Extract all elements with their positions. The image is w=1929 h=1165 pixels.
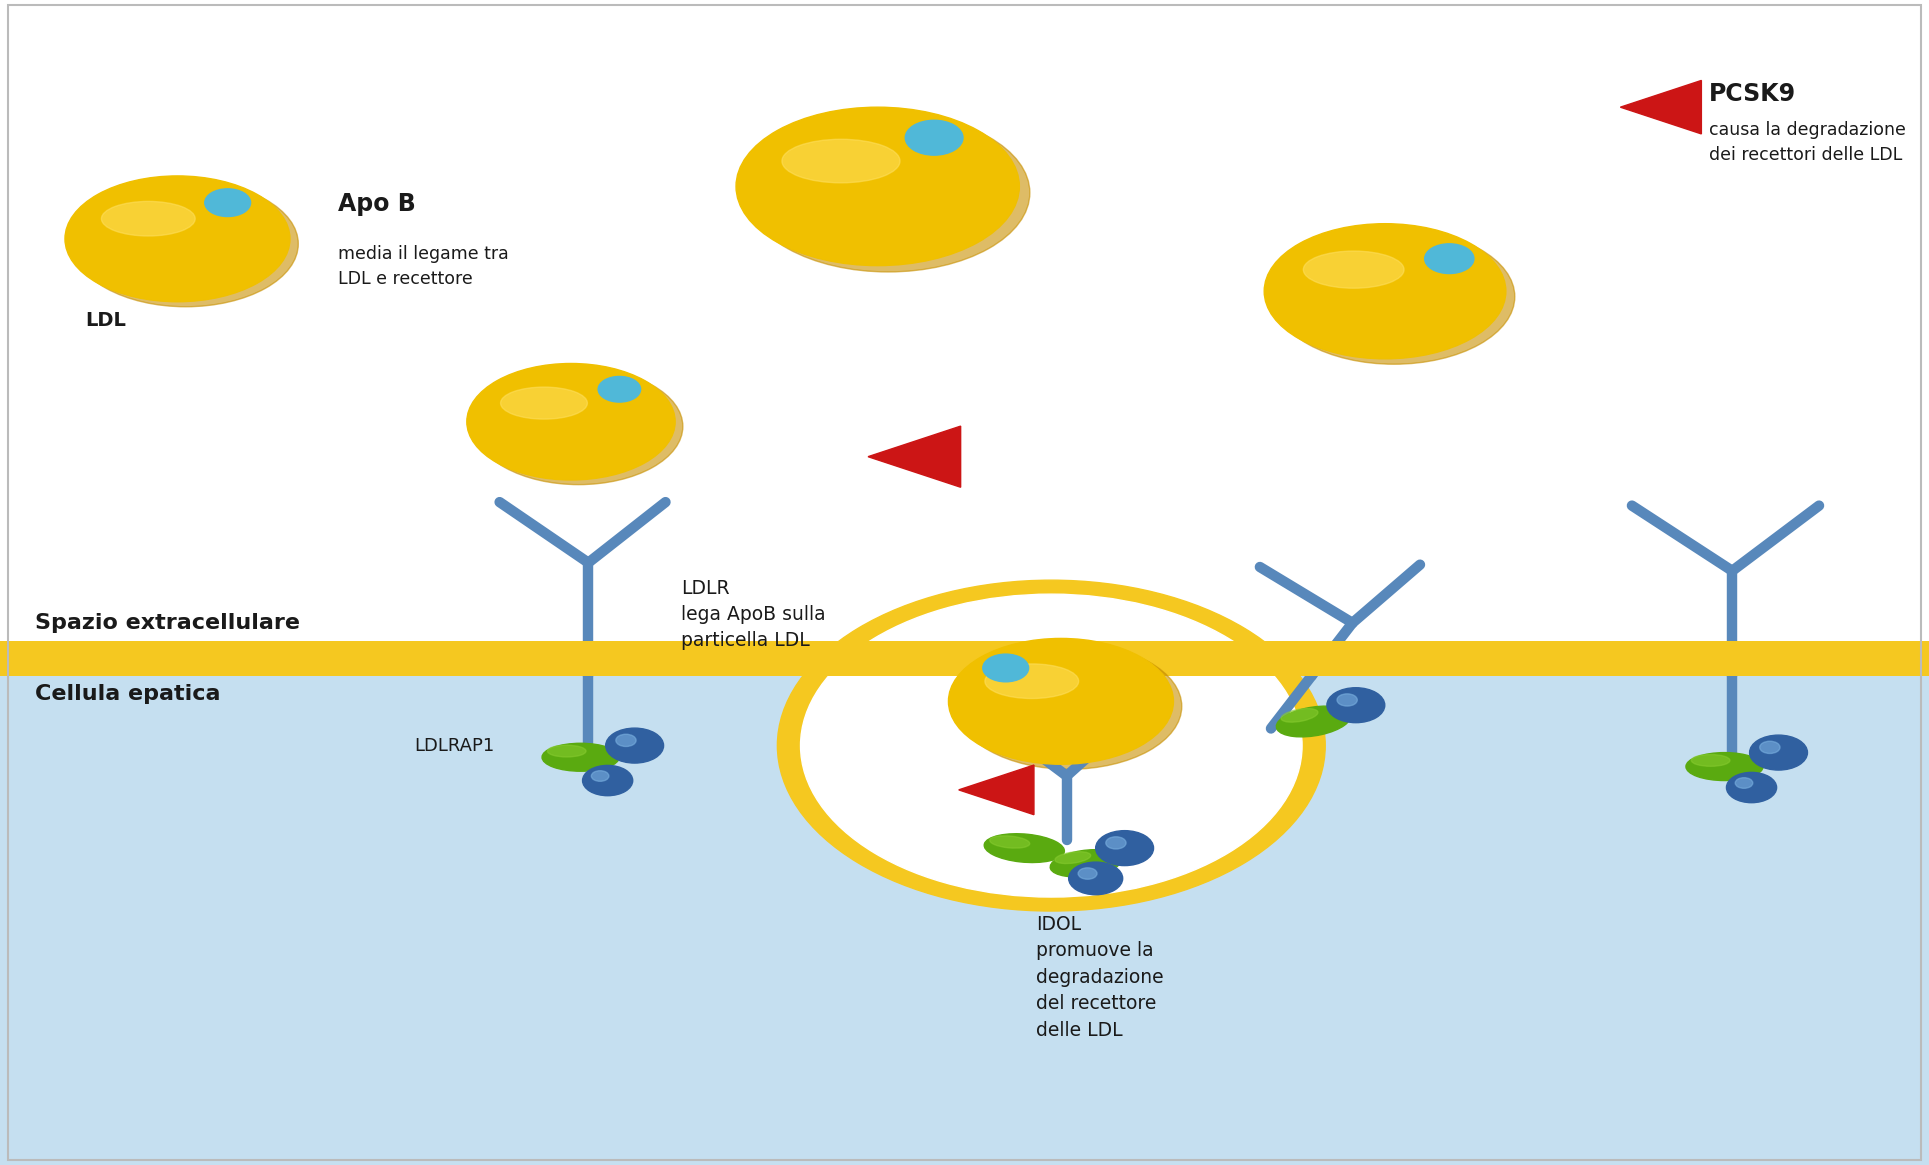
Bar — [1273, 641, 1929, 676]
Circle shape — [598, 376, 640, 402]
Circle shape — [1078, 868, 1098, 880]
Text: causa la degradazione
dei recettori delle LDL: causa la degradazione dei recettori dell… — [1709, 121, 1906, 164]
Polygon shape — [959, 765, 1034, 814]
Circle shape — [1759, 741, 1780, 754]
Text: Spazio extracellulare: Spazio extracellulare — [35, 613, 299, 633]
Circle shape — [615, 734, 637, 747]
Circle shape — [1750, 735, 1807, 770]
Circle shape — [801, 594, 1302, 897]
Bar — [0, 641, 1929, 676]
Ellipse shape — [1049, 849, 1123, 877]
Text: LDLR
lega ApoB sulla
particella LDL: LDLR lega ApoB sulla particella LDL — [681, 579, 826, 650]
Circle shape — [905, 120, 963, 155]
Ellipse shape — [1263, 224, 1507, 359]
Ellipse shape — [66, 176, 289, 302]
Ellipse shape — [102, 202, 195, 236]
Bar — [0, 641, 829, 676]
Circle shape — [606, 728, 664, 763]
Ellipse shape — [957, 643, 1182, 769]
Ellipse shape — [1304, 250, 1404, 288]
Ellipse shape — [1692, 755, 1730, 767]
Circle shape — [1736, 778, 1753, 789]
Ellipse shape — [467, 363, 675, 480]
Ellipse shape — [1281, 708, 1318, 722]
Ellipse shape — [984, 834, 1065, 862]
Circle shape — [777, 580, 1325, 911]
Ellipse shape — [542, 743, 619, 771]
Text: PCSK9: PCSK9 — [1709, 83, 1796, 106]
Circle shape — [1327, 687, 1385, 722]
Ellipse shape — [949, 638, 1173, 764]
Circle shape — [1069, 862, 1123, 895]
Ellipse shape — [747, 113, 1030, 271]
Text: LDLRAP1: LDLRAP1 — [415, 736, 496, 755]
Text: Apo B: Apo B — [338, 192, 415, 216]
Text: Cellula epatica: Cellula epatica — [35, 684, 220, 704]
Circle shape — [1726, 772, 1777, 803]
Ellipse shape — [737, 107, 1019, 266]
Ellipse shape — [1686, 753, 1763, 781]
Bar — [0, 0, 1929, 641]
Ellipse shape — [1277, 706, 1350, 737]
Circle shape — [1426, 243, 1474, 274]
Bar — [0, 641, 1929, 676]
Circle shape — [1105, 836, 1127, 849]
Text: LDL: LDL — [85, 311, 127, 330]
Ellipse shape — [475, 368, 683, 485]
Circle shape — [1337, 694, 1358, 706]
Ellipse shape — [990, 835, 1030, 848]
Polygon shape — [1620, 80, 1701, 134]
Text: IDOL
promuove la
degradazione
del recettore
delle LDL: IDOL promuove la degradazione del recett… — [1036, 915, 1163, 1039]
Bar — [0, 641, 1929, 1165]
Circle shape — [1096, 831, 1154, 866]
Ellipse shape — [781, 140, 901, 183]
Ellipse shape — [500, 387, 586, 419]
Ellipse shape — [73, 181, 299, 306]
Ellipse shape — [548, 746, 586, 757]
Ellipse shape — [986, 664, 1078, 699]
Circle shape — [204, 189, 251, 217]
Circle shape — [592, 771, 610, 782]
Text: media il legame tra
LDL e recettore: media il legame tra LDL e recettore — [338, 245, 509, 288]
Circle shape — [583, 765, 633, 796]
Ellipse shape — [1273, 230, 1514, 365]
Ellipse shape — [1055, 852, 1090, 863]
Circle shape — [982, 654, 1028, 682]
Polygon shape — [868, 426, 961, 487]
Bar — [0, 658, 1929, 1165]
